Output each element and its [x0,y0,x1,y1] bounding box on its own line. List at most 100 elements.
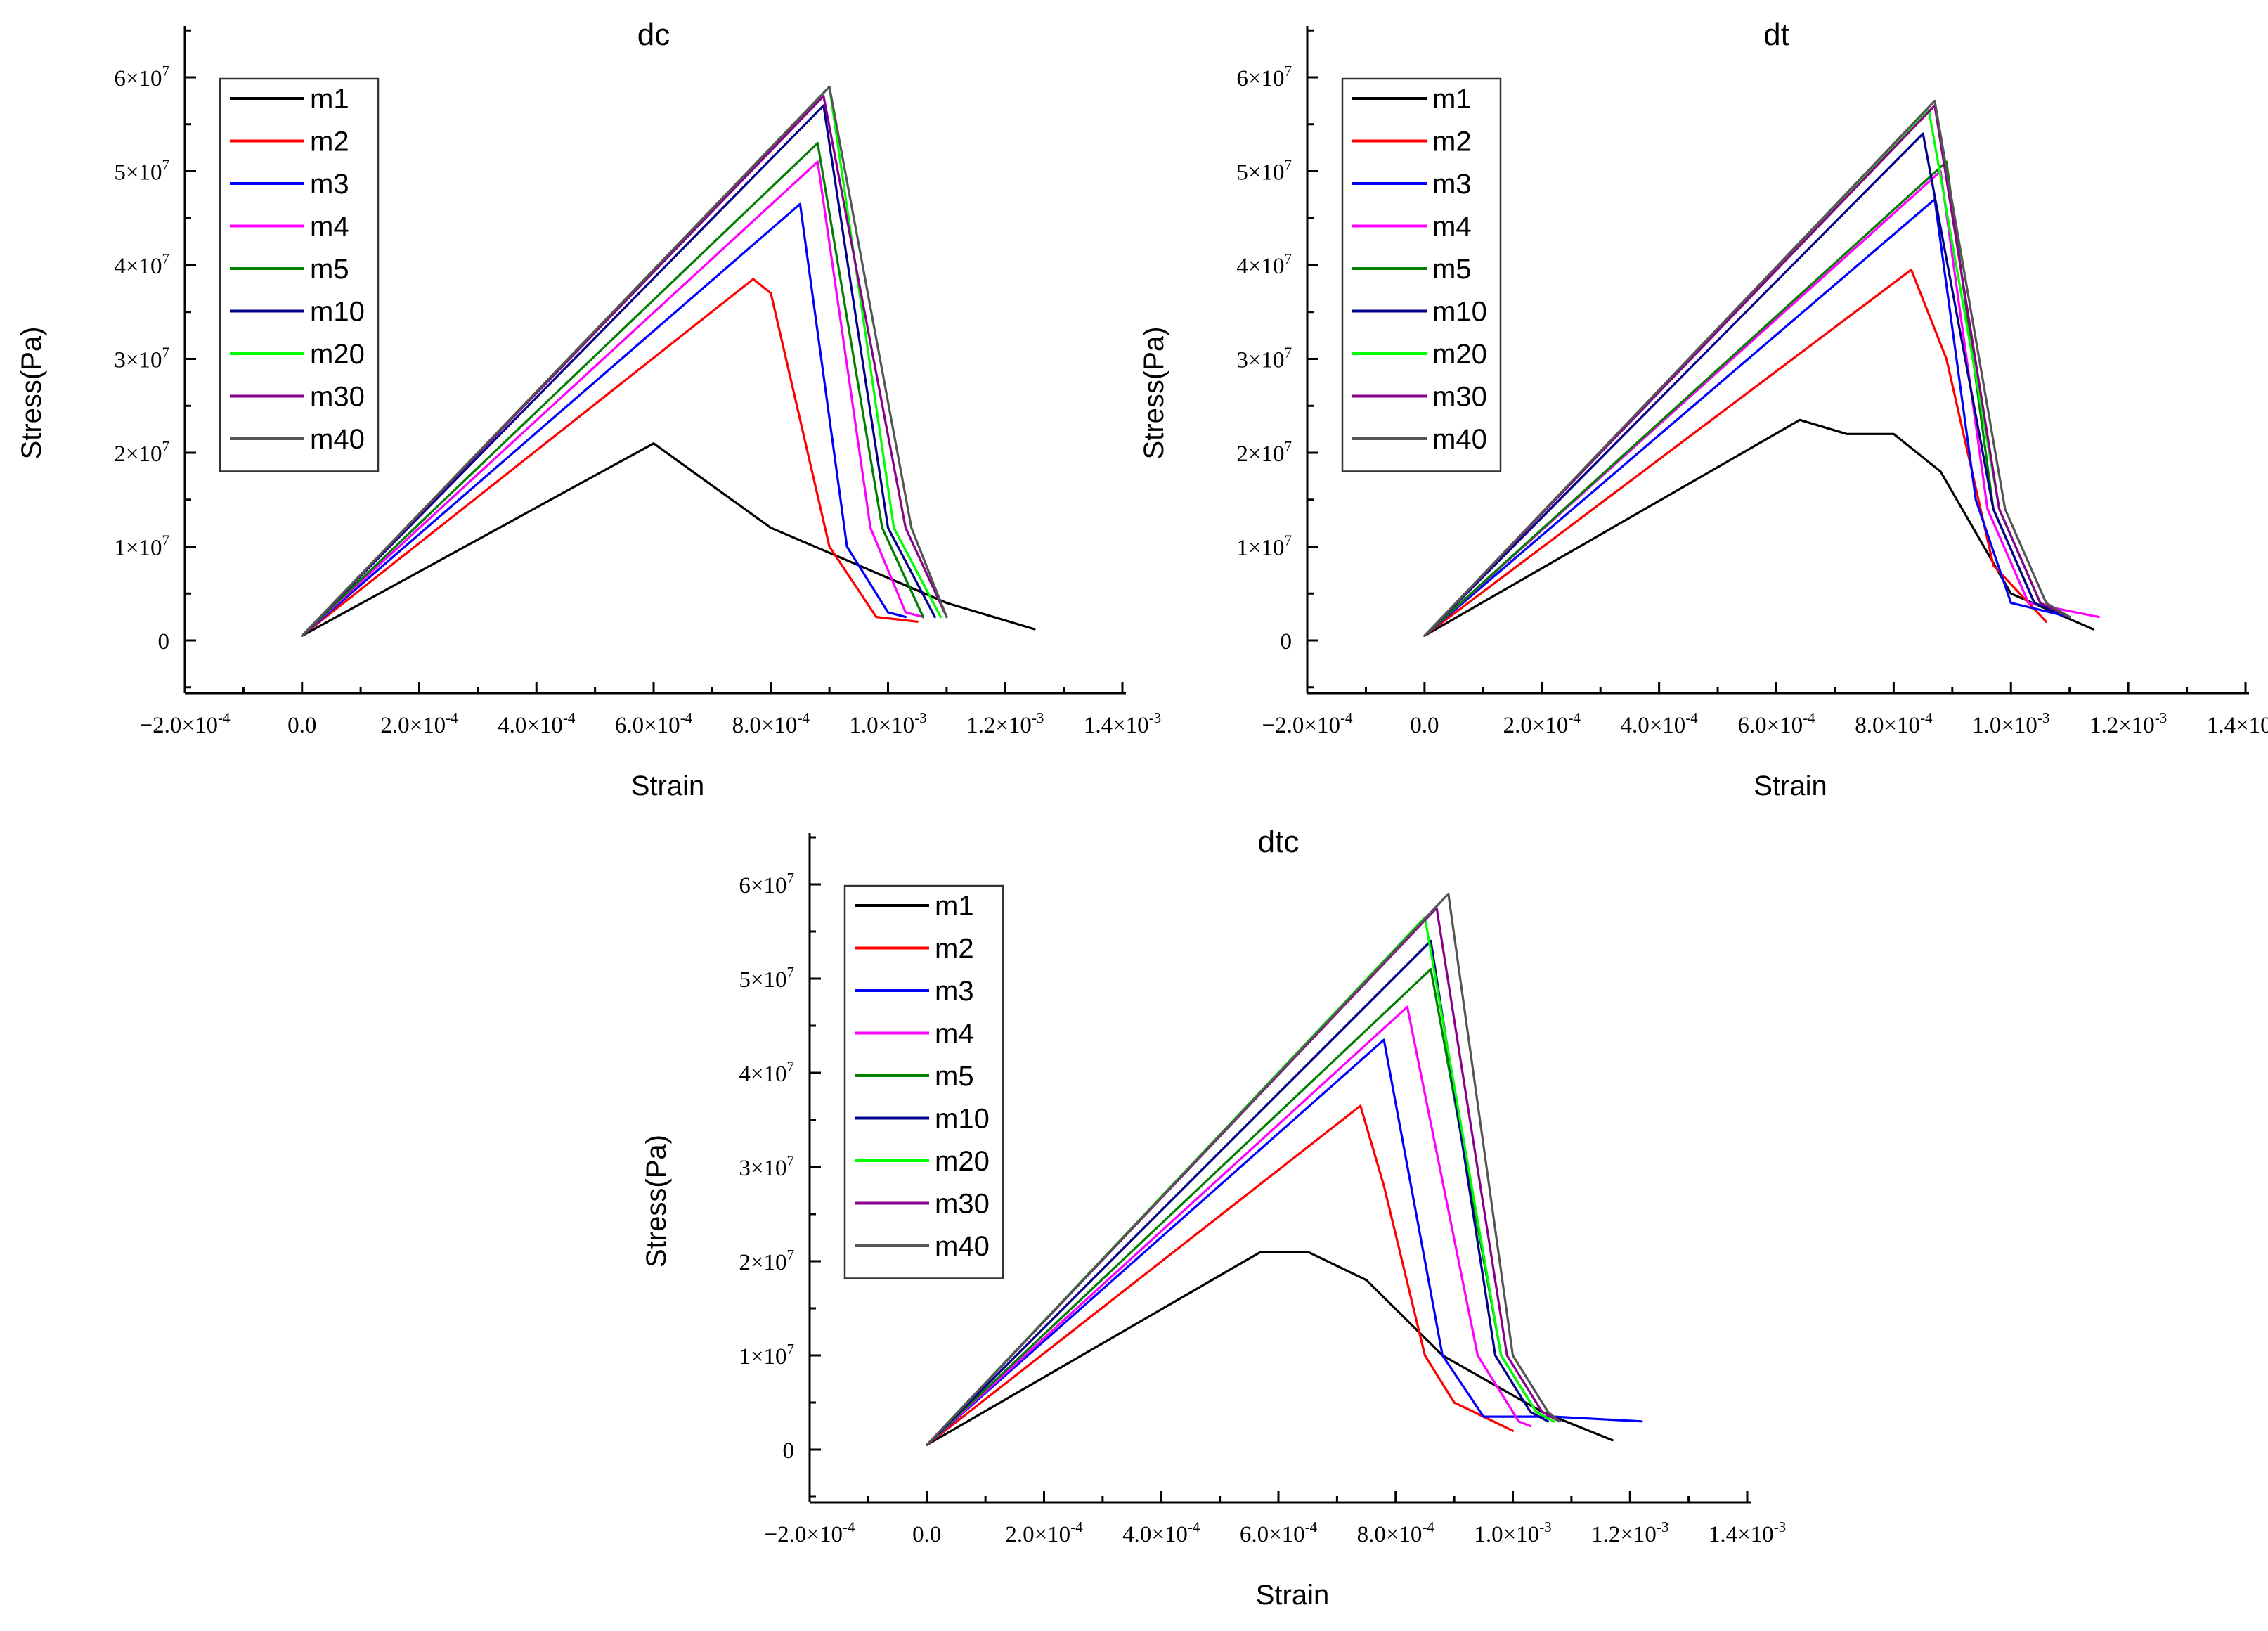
chart-title: dt [1763,18,1789,52]
chart-title: dtc [1258,825,1300,859]
legend-label: m10 [935,1104,990,1135]
series-line-m4 [926,1005,1532,1446]
legend-label: m3 [935,976,974,1007]
legend-label: m3 [1432,169,1472,200]
legend-label: m20 [310,339,365,370]
y-tick-label: 5×107 [739,964,794,993]
y-tick-label: 2×107 [739,1246,794,1275]
series-line-m3 [926,1038,1643,1446]
legend: m1 m2 m3 m4 m5 m10 m20 m30 m40 [1341,77,1502,472]
chart-panel-dt: dt −2.0×10-4 0.0 2.0×10-4 4.0×10-4 6.0×10-4 8.… [1139,18,2268,801]
y-axis-label: Stress(Pa) [1139,327,1169,460]
x-tick-label: 0.0 [912,1522,941,1547]
series-line-m2 [301,278,919,637]
y-tick-label: 1×107 [739,1341,794,1369]
series-line-m20 [1423,109,2071,637]
series-line-m1 [301,442,1036,637]
legend: m1 m2 m3 m4 m5 m10 m20 m30 m40 [219,77,380,472]
y-tick-label: 0 [1281,629,1292,655]
y-tick-label: 6×107 [739,870,794,898]
x-tick-label: 8.0×10-4 [1357,1519,1435,1547]
x-tick-label: 1.0×10-3 [1474,1519,1551,1547]
series-line-m10 [301,104,936,637]
y-tick-label: 4×107 [114,250,169,279]
x-axis-label: Strain [1754,771,1827,801]
chart-panel-dtc: dtc −2.0×10-4 0.0 2.0×10-4 4.0×10-4 6.0×10-4 8… [641,825,1786,1611]
x-tick-label: 1.4×10-3 [1084,709,1161,738]
series-line-m3 [1423,198,2071,637]
x-tick-label: 8.0×10-4 [732,709,810,738]
y-tick-label: 3×107 [1236,344,1292,373]
x-tick-label: 6.0×10-4 [1737,709,1815,738]
x-tick-label: −2.0×10-4 [1262,709,1353,738]
y-tick-label: 4×107 [739,1058,794,1087]
series-line-m40 [926,892,1561,1446]
legend-label: m5 [310,254,349,285]
legend-label: m2 [1432,127,1472,157]
x-axis-label: Strain [631,771,705,801]
y-axis-label: Stress(Pa) [16,327,47,460]
y-tick-label: 1×107 [114,532,169,561]
legend-label: m2 [935,934,974,965]
series-line-m1 [1423,418,2094,637]
x-tick-label: −2.0×10-4 [140,709,231,738]
x-axis-label: Strain [1256,1580,1330,1611]
y-tick-label: 2×107 [114,438,169,467]
legend-label: m4 [1432,212,1472,243]
x-tick-label: −2.0×10-4 [765,1519,855,1547]
x-tick-label: 6.0×10-4 [1240,1519,1318,1547]
legend-label: m30 [1432,382,1487,413]
y-tick-label: 6×107 [1236,63,1292,91]
legend-label: m1 [935,891,974,922]
series-line-m40 [1423,99,2071,637]
series-line-m30 [1423,104,2071,637]
chart-panel-dc: dc −2.0×10-4 0.0 2.0×10-4 4.0×10-4 6.0×10-4 8.… [16,18,1161,801]
legend-box [1341,77,1502,472]
y-tick-label: 6×107 [114,63,169,91]
legend-box [219,77,380,472]
series-line-m30 [301,95,948,637]
legend-label: m5 [935,1061,974,1092]
legend-label: m4 [935,1019,974,1050]
series-line-m40 [301,85,948,637]
series-line-m10 [1423,132,2071,637]
x-tick-label: 0.0 [1410,713,1439,738]
x-tick-label: 8.0×10-4 [1855,709,1933,738]
legend-label: m10 [310,297,365,328]
series-line-m30 [926,906,1561,1446]
series-line-m2 [926,1104,1515,1446]
x-tick-label: 2.0×10-4 [380,709,458,738]
chart-title: dc [637,18,670,52]
series-line-m3 [301,202,907,637]
x-tick-label: 2.0×10-4 [1005,1519,1083,1547]
series-line-m5 [926,967,1555,1446]
y-tick-label: 2×107 [1236,438,1292,467]
y-tick-label: 4×107 [1236,250,1292,279]
legend-label: m30 [935,1189,990,1220]
legend-label: m10 [1432,297,1487,328]
x-tick-label: 1.2×10-3 [1591,1519,1668,1547]
series-line-m4 [301,160,925,637]
y-tick-label: 0 [158,629,170,655]
legend-box [843,884,1004,1279]
x-tick-label: 4.0×10-4 [1620,709,1698,738]
y-tick-label: 3×107 [114,344,169,373]
legend-label: m40 [1432,424,1487,455]
legend-label: m2 [310,127,349,157]
x-tick-label: 0.0 [287,713,316,738]
x-tick-label: 4.0×10-4 [1122,1519,1200,1547]
legend-label: m40 [310,424,365,455]
legend-label: m5 [1432,254,1472,285]
legend-label: m40 [935,1231,990,1262]
x-tick-label: 4.0×10-4 [498,709,576,738]
legend: m1 m2 m3 m4 m5 m10 m20 m30 m40 [843,884,1004,1279]
x-tick-label: 2.0×10-4 [1503,709,1581,738]
y-tick-label: 5×107 [114,157,169,186]
y-tick-label: 1×107 [1236,532,1292,561]
legend-label: m1 [310,84,349,115]
y-tick-label: 0 [783,1438,795,1464]
x-tick-label: 1.4×10-3 [1709,1519,1786,1547]
legend-label: m30 [310,382,365,413]
legend-label: m1 [1432,84,1472,115]
